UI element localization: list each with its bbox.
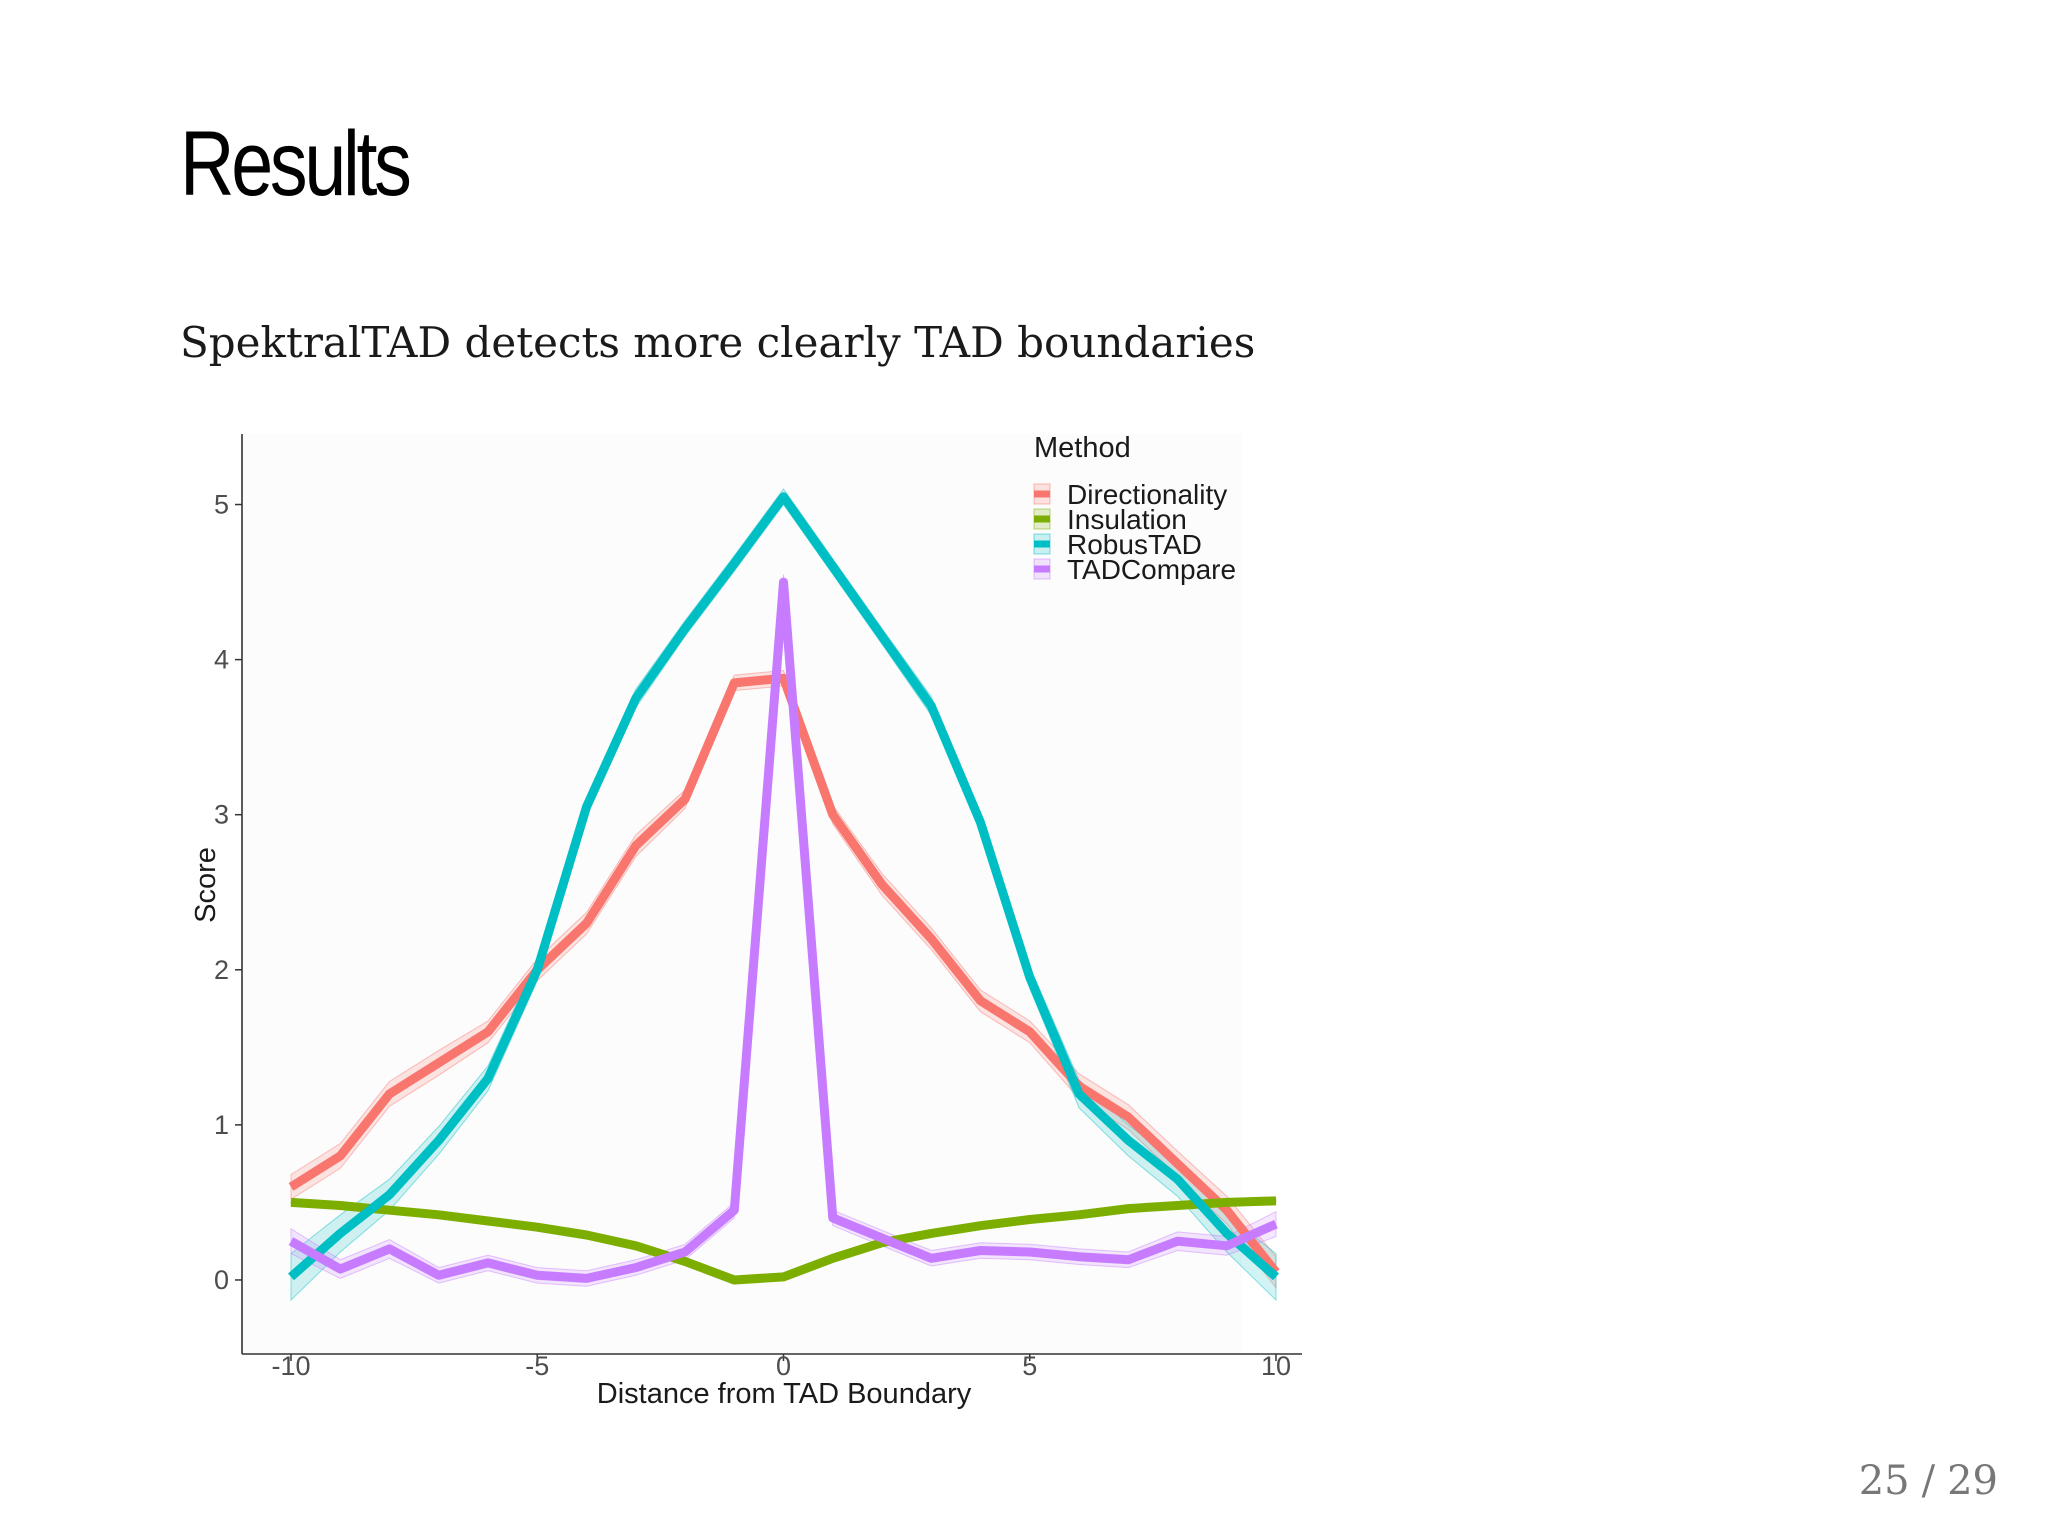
- series-lines: [288, 492, 1280, 1285]
- y-tick-label: 5: [214, 490, 229, 520]
- tadcompare-series-line: [288, 577, 1278, 1283]
- x-axis-label: Distance from TAD Boundary: [597, 1378, 972, 1410]
- x-tick-label: 5: [1022, 1351, 1037, 1381]
- y-tick-label: 3: [214, 800, 229, 830]
- y-tick-label: 0: [214, 1265, 229, 1295]
- axes: [241, 434, 1302, 1355]
- robustad-legend-label: RobusTAD: [1067, 529, 1202, 560]
- legend-title: Method: [1034, 432, 1131, 464]
- y-tick-label: 4: [214, 645, 229, 675]
- plot-panel: [242, 434, 1242, 1354]
- directionality-series-line: [288, 673, 1280, 1275]
- line-chart: -10 -5 0 5 10 0 1 2 3 4 5 Distance from TAD Bounda…: [190, 432, 1302, 1410]
- legend-items: DirectionalityInsulationRobusTADTADCompa…: [1033, 479, 1236, 585]
- page-total: 29: [1947, 1458, 1998, 1504]
- x-tick-label: -10: [271, 1351, 310, 1381]
- directionality-legend-label: Directionality: [1067, 479, 1227, 510]
- insulation-series-line: [290, 1196, 1277, 1285]
- directionality-confidence-band: [290, 669, 1277, 1290]
- insulation-legend-label: Insulation: [1067, 504, 1187, 535]
- legend: Method DirectionalityInsulationRobusTADT…: [1033, 432, 1236, 585]
- y-tick-label: 1: [214, 1110, 229, 1140]
- page-number: 25/29: [1853, 1458, 2004, 1504]
- page-current: 25: [1858, 1458, 1910, 1504]
- x-tick-label: 10: [1261, 1351, 1291, 1381]
- tadcompare-confidence-band: [290, 574, 1277, 1287]
- x-tick-label: 0: [776, 1351, 791, 1381]
- y-tick-label: 2: [214, 955, 229, 985]
- page-separator: /: [1921, 1458, 1936, 1504]
- chart-container: -10 -5 0 5 10 0 1 2 3 4 5 Distance from TAD Bounda…: [170, 410, 1330, 1440]
- tadcompare-legend-label: TADCompare: [1067, 554, 1236, 585]
- robustad-series-line: [288, 492, 1279, 1281]
- slide-title: Results: [180, 113, 412, 215]
- slide-subtitle: SpektralTAD detects more clearly TAD bou…: [180, 318, 1256, 367]
- x-tick-label: -5: [525, 1351, 549, 1381]
- y-axis-label: Score: [190, 847, 222, 923]
- axis-ticks: -10 -5 0 5 10 0 1 2 3 4 5: [214, 490, 1291, 1381]
